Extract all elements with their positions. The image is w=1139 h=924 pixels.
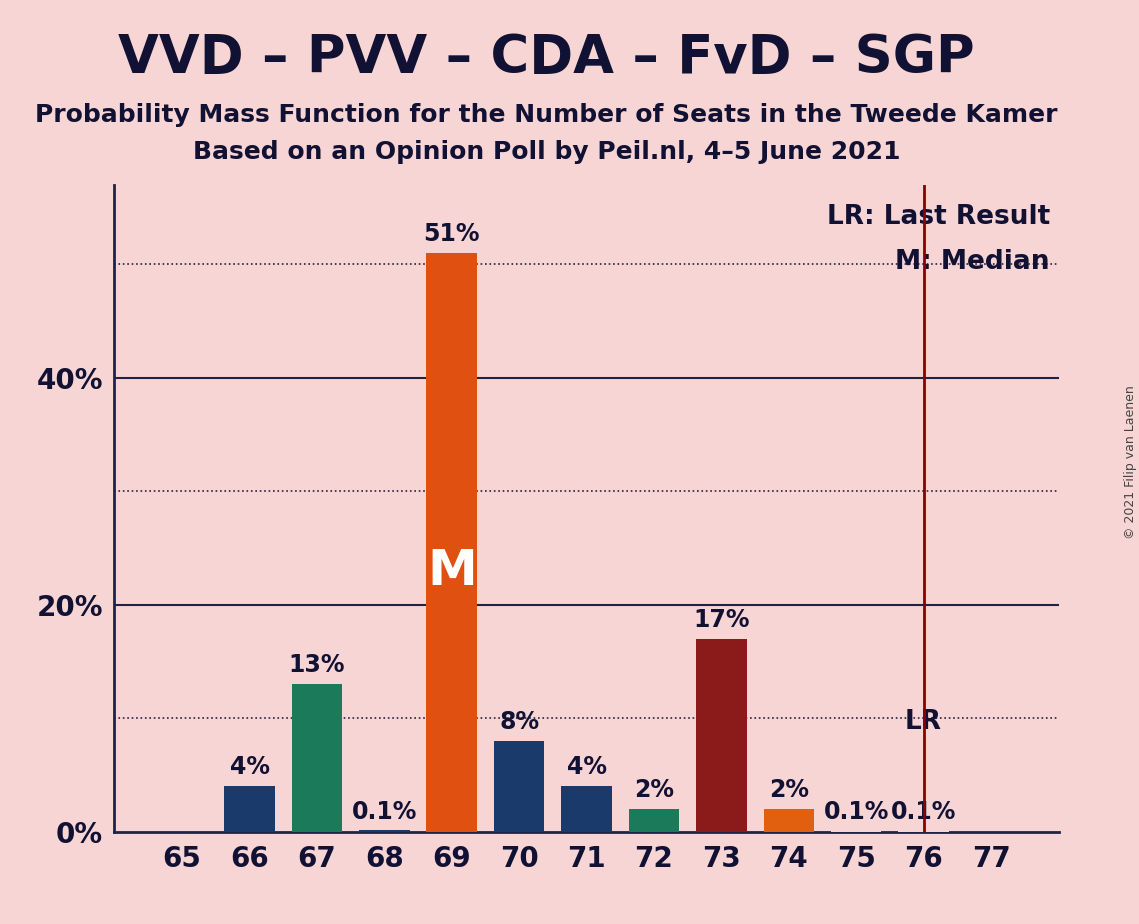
Bar [359, 831, 410, 832]
Text: LR: LR [906, 709, 942, 736]
Bar [494, 741, 544, 832]
Text: 8%: 8% [499, 710, 539, 734]
Text: 2%: 2% [769, 778, 809, 802]
Text: Based on an Opinion Poll by Peil.nl, 4–5 June 2021: Based on an Opinion Poll by Peil.nl, 4–5… [192, 140, 901, 164]
Bar [426, 253, 477, 832]
Bar [562, 786, 612, 832]
Text: © 2021 Filip van Laenen: © 2021 Filip van Laenen [1124, 385, 1137, 539]
Text: 0.1%: 0.1% [352, 799, 417, 823]
Bar [763, 808, 814, 832]
Text: LR: Last Result: LR: Last Result [827, 204, 1050, 230]
Text: M: M [427, 547, 476, 595]
Text: Probability Mass Function for the Number of Seats in the Tweede Kamer: Probability Mass Function for the Number… [35, 103, 1058, 128]
Bar [899, 831, 949, 832]
Text: 0.1%: 0.1% [823, 799, 888, 823]
Text: M: Median: M: Median [895, 249, 1050, 275]
Text: 51%: 51% [424, 222, 480, 246]
Text: 17%: 17% [694, 608, 749, 632]
Text: 4%: 4% [566, 756, 607, 780]
Text: 2%: 2% [634, 778, 674, 802]
Text: 4%: 4% [230, 756, 270, 780]
Text: 13%: 13% [288, 653, 345, 677]
Text: VVD – PVV – CDA – FvD – SGP: VVD – PVV – CDA – FvD – SGP [118, 32, 975, 84]
Bar [224, 786, 274, 832]
Bar [831, 831, 882, 832]
Bar [292, 684, 342, 832]
Bar [629, 808, 679, 832]
Bar [696, 638, 747, 832]
Text: 0.1%: 0.1% [891, 799, 957, 823]
